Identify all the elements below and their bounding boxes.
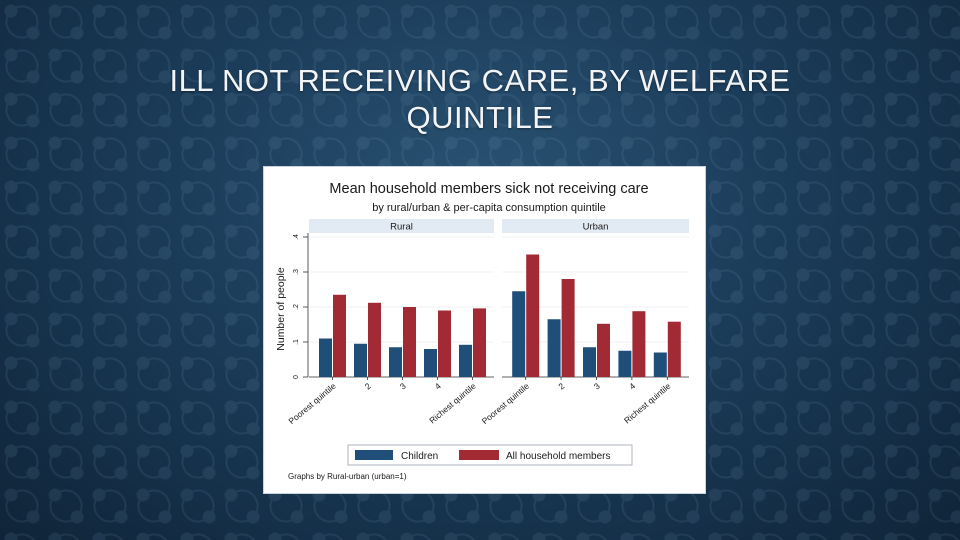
bar-urban-children-richest-quintile: [653, 352, 667, 377]
legend-label-children: Children: [401, 451, 438, 462]
bar-rural-all-household-members-3: [403, 307, 416, 377]
x-tick-label-rural-3: 3: [398, 381, 408, 392]
chart-subtitle: by rural/urban & per-capita consumption …: [372, 202, 606, 214]
bar-rural-all-household-members-4: [438, 310, 451, 377]
bar-urban-all-household-members-4: [632, 311, 646, 377]
legend-swatch-all-household-members: [459, 450, 499, 460]
bar-urban-all-household-members-richest-quintile: [667, 321, 681, 377]
x-tick-label-urban-2: 2: [556, 381, 566, 392]
y-axis-label: Number of people: [275, 267, 287, 351]
bar-rural-children-poorest-quintile: [319, 338, 332, 377]
y-tick-label: .3: [293, 269, 300, 275]
chart-image: Mean household members sick not receivin…: [263, 166, 706, 494]
x-tick-label-urban-poorest-quintile: Poorest quintile: [480, 381, 532, 426]
bar-urban-children-4: [618, 350, 632, 377]
slide-title-line-1: ILL NOT RECEIVING CARE, BY WELFARE: [169, 63, 791, 98]
bar-rural-all-household-members-richest-quintile: [473, 308, 486, 377]
bar-rural-children-richest-quintile: [459, 344, 472, 377]
y-tick-label: 0: [293, 375, 300, 379]
panel-header-urban: [502, 219, 689, 233]
slide-title-line-2: QUINTILE: [406, 100, 554, 135]
chart-note: Graphs by Rural-urban (urban=1): [288, 472, 407, 481]
y-tick-label: .1: [293, 339, 300, 345]
bar-urban-all-household-members-poorest-quintile: [526, 254, 540, 377]
slide-title: ILL NOT RECEIVING CARE, BY WELFARE QUINT…: [0, 62, 960, 136]
x-tick-label-rural-2: 2: [363, 381, 373, 392]
chart-legend: Children All household members: [347, 444, 633, 466]
chart-svg: Mean household members sick not receivin…: [275, 181, 689, 481]
x-tick-label-urban-3: 3: [592, 381, 602, 392]
bar-urban-children-3: [583, 347, 596, 377]
panel-header-label-urban: Urban: [583, 222, 609, 233]
x-tick-label-urban-4: 4: [627, 381, 637, 392]
y-tick-label: .4: [293, 234, 300, 240]
bar-rural-children-2: [354, 343, 367, 377]
bar-urban-children-poorest-quintile: [512, 291, 526, 377]
legend-label-all-household-members: All household members: [506, 451, 611, 462]
chart-title: Mean household members sick not receivin…: [329, 181, 648, 197]
bar-rural-all-household-members-poorest-quintile: [333, 294, 346, 377]
bar-urban-all-household-members-2: [561, 279, 575, 377]
legend-swatch-children: [355, 450, 393, 460]
bar-rural-all-household-members-2: [368, 302, 381, 377]
x-tick-label-rural-poorest-quintile: Poorest quintile: [286, 381, 338, 426]
bar-urban-children-2: [547, 319, 561, 377]
bar-rural-children-4: [424, 349, 437, 377]
bar-urban-all-household-members-3: [597, 323, 610, 377]
x-tick-label-rural-4: 4: [433, 381, 443, 392]
bar-rural-children-3: [389, 347, 402, 377]
y-tick-label: .2: [293, 304, 300, 310]
panel-header-label-rural: Rural: [390, 222, 413, 233]
panel-header-rural: [309, 219, 494, 233]
